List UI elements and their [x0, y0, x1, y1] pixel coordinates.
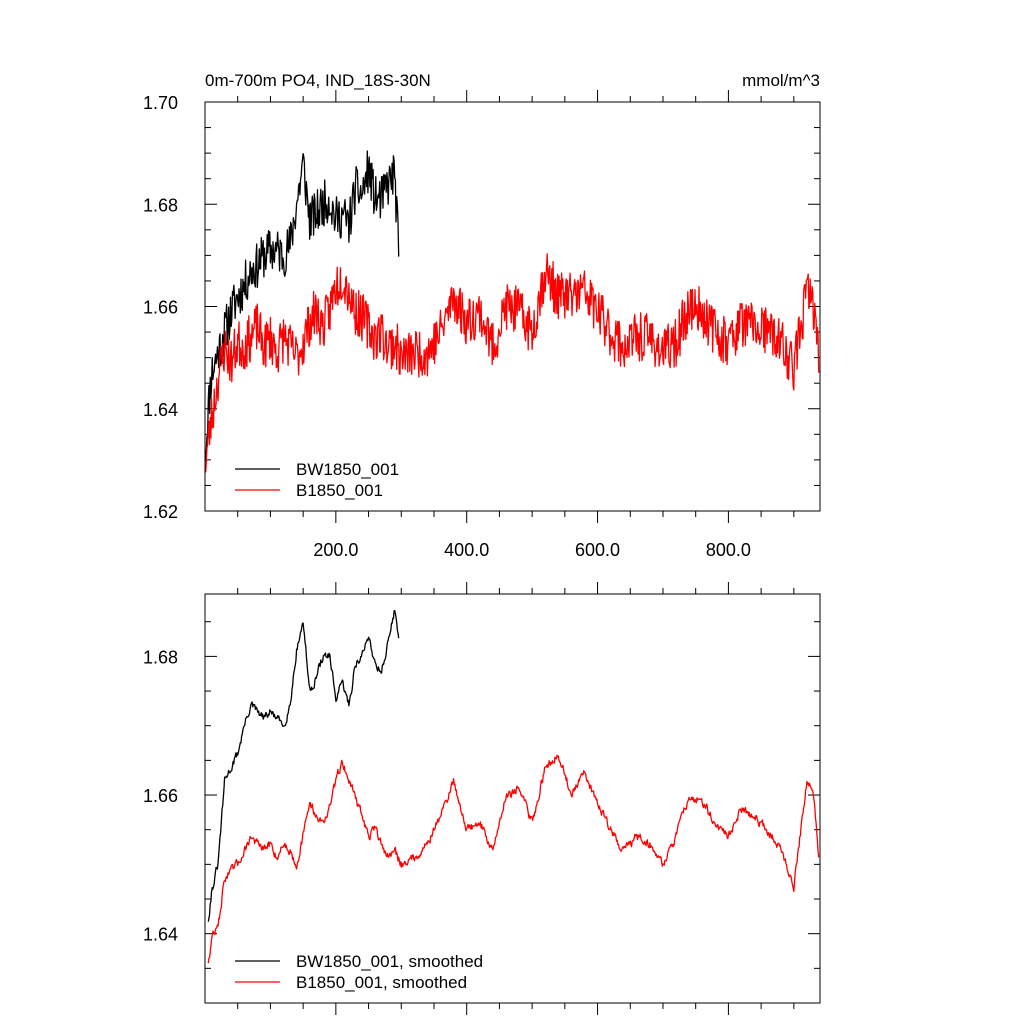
- bottom-series-line-1: [207, 754, 820, 964]
- top-legend-label-b: B1850_001: [296, 481, 383, 500]
- top-x-tick-label: 200.0: [313, 540, 358, 560]
- top-y-tick-label: 1.62: [143, 502, 178, 522]
- top-y-tick-label: 1.64: [143, 400, 178, 420]
- bottom-legend-label-bw: BW1850_001, smoothed: [296, 952, 483, 971]
- top-x-tick-label: 600.0: [575, 540, 620, 560]
- bottom-legend: BW1850_001, smoothed B1850_001, smoothed: [235, 952, 483, 992]
- bottom-y-tick-label: 1.68: [143, 647, 178, 667]
- top-series-line-0: [205, 150, 400, 462]
- bottom-axis-ticks: 1.64 1.66 1.68: [143, 582, 820, 1015]
- bottom-series-line-0: [207, 609, 400, 922]
- bottom-y-tick-label: 1.66: [143, 786, 178, 806]
- bottom-series-group: [207, 609, 820, 964]
- top-series-group: [205, 150, 820, 473]
- top-series-line-1: [205, 253, 820, 473]
- bottom-y-tick-label: 1.64: [143, 925, 178, 945]
- top-legend: BW1850_001 B1850_001: [235, 460, 399, 500]
- top-legend-label-bw: BW1850_001: [296, 460, 399, 479]
- top-units: mmol/m^3: [742, 71, 820, 90]
- top-title: 0m-700m PO4, IND_18S-30N: [205, 71, 431, 90]
- top-y-tick-label: 1.66: [143, 298, 178, 318]
- top-panel: 0m-700m PO4, IND_18S-30N mmol/m^3 200.0 4…: [143, 71, 821, 560]
- bottom-plot-frame: [204, 593, 821, 1004]
- bottom-panel: 1.64 1.66 1.68 BW1850_001, smoothed B1850_…: [143, 582, 821, 1015]
- top-y-tick-label: 1.68: [143, 195, 178, 215]
- top-y-tick-label: 1.70: [143, 93, 178, 113]
- top-x-tick-label: 400.0: [444, 540, 489, 560]
- bottom-legend-label-b: B1850_001, smoothed: [296, 973, 467, 992]
- top-x-tick-label: 800.0: [706, 540, 751, 560]
- top-plot-frame: [204, 101, 821, 512]
- top-axis-ticks: 200.0 400.0 600.0 800.0 1.62 1.64 1.66 1.68 1.70: [143, 90, 820, 560]
